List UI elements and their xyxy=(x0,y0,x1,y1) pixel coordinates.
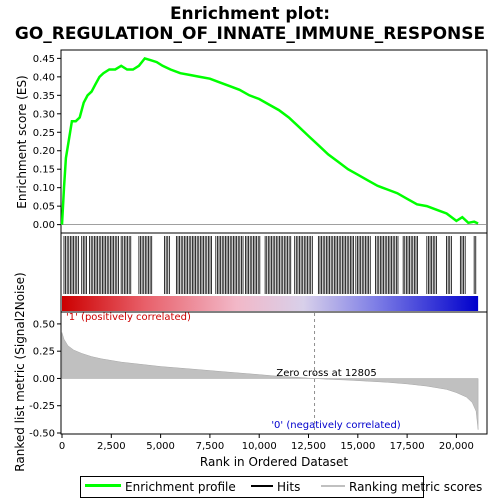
legend-swatch-enrichment xyxy=(85,484,121,487)
es-curve xyxy=(60,56,479,225)
legend-entry-hits: Hits xyxy=(277,480,301,494)
es-y-tick-label: 0.25 xyxy=(33,128,55,139)
es-y-tick-label: 0.15 xyxy=(33,165,55,176)
es-y-tick-label: 0.10 xyxy=(33,183,55,194)
x-tick-label: 10,000 xyxy=(242,441,277,452)
metric-y-axis-label: Ranked list metric (Signal2Noise) xyxy=(13,272,27,471)
x-tick-label: 12,500 xyxy=(291,441,326,452)
es-y-tick-label: 0.35 xyxy=(33,91,55,102)
rank-color-bar xyxy=(62,296,479,311)
legend-swatch-metric xyxy=(321,485,345,487)
chart-title-line2: GO_REGULATION_OF_INNATE_IMMUNE_RESPONSE xyxy=(14,24,486,44)
metric-y-tick-label: -0.50 xyxy=(29,429,55,440)
metric-y-tick-label: 0.00 xyxy=(33,374,55,385)
x-tick-label: 5,000 xyxy=(146,441,175,452)
x-tick-label: 20,000 xyxy=(439,441,474,452)
legend-entry-enrichment: Enrichment profile xyxy=(125,480,236,494)
x-tick-label: 2,500 xyxy=(97,441,126,452)
negative-correlated-label: '0' (negatively correlated) xyxy=(271,420,400,431)
metric-y-tick-label: 0.25 xyxy=(33,347,55,358)
es-y-tick-label: 0.20 xyxy=(33,146,55,157)
x-tick-label: 17,500 xyxy=(390,441,425,452)
es-y-axis-label: Enrichment score (ES) xyxy=(15,75,29,208)
legend-swatch-hits xyxy=(251,485,273,487)
zero-cross-label: Zero cross at 12805 xyxy=(276,368,376,379)
es-y-tick-label: 0.40 xyxy=(33,72,55,83)
positive-correlated-label: '1' (positively correlated) xyxy=(66,312,191,323)
es-y-tick-label: 0.45 xyxy=(33,54,55,65)
es-y-tick-label: 0.00 xyxy=(33,220,55,231)
enrichment-plot: 0.00 0.05 0.10 0.15 0.20 0.25 0.30 0.35 0.40 0.45… xyxy=(13,49,488,472)
es-y-tick-label: 0.05 xyxy=(33,202,55,213)
chart-legend: Enrichment profile Hits Ranking metric s… xyxy=(80,476,482,498)
metric-area xyxy=(61,332,479,430)
x-tick-label: 15,000 xyxy=(340,441,375,452)
es-y-tick-label: 0.30 xyxy=(33,109,55,120)
metric-y-tick-label: -0.25 xyxy=(29,401,55,412)
x-axis-label: Rank in Ordered Dataset xyxy=(200,455,348,469)
chart-title-line1: Enrichment plot: xyxy=(169,4,331,24)
legend-entry-metric: Ranking metric scores xyxy=(349,480,483,494)
x-tick-label: 7,500 xyxy=(196,441,225,452)
metric-y-tick-label: 0.50 xyxy=(33,319,55,330)
x-tick-label: 0 xyxy=(59,441,65,452)
